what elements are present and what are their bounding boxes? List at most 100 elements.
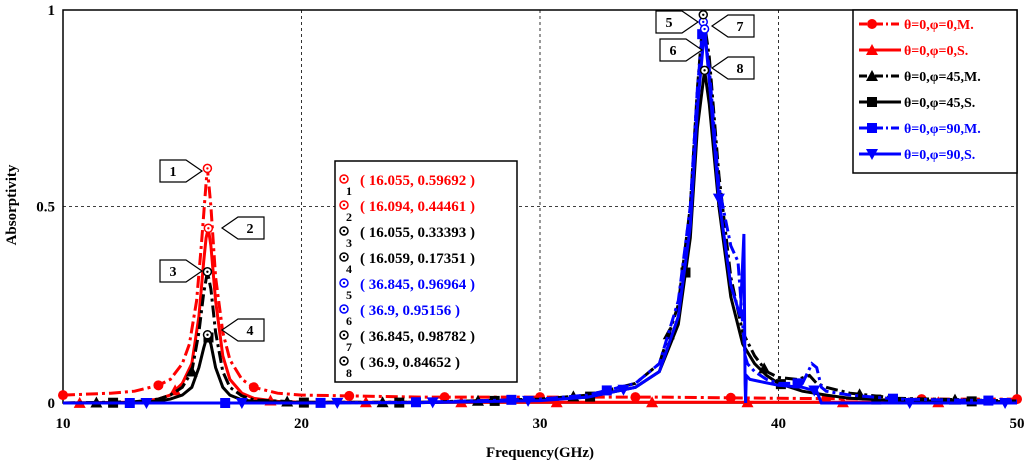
datatip-8: 8	[699, 56, 755, 80]
datatip-row-5-icon-center	[342, 281, 346, 285]
y-tick-label-2: 1	[48, 3, 56, 19]
y-tick-label-0: 0	[48, 396, 56, 412]
legend-entry-1-marker	[867, 19, 877, 29]
datatip-row-7-id: 7	[346, 340, 352, 354]
datatip-row-3-id: 3	[346, 236, 352, 250]
series-5-marker	[792, 378, 803, 389]
datatip-row-3-label: ( 16.055, 0.33393 )	[360, 225, 475, 241]
datatip-summary-box: 1 ( 16.055, 0.59692 ) 2 ( 16.094, 0.44461 )…	[334, 160, 518, 383]
series-6-marker	[331, 397, 344, 409]
datatip-row-8: 8 ( 36.9, 0.84652 )	[339, 355, 460, 380]
datatip-row-2: 2 ( 16.094, 0.44461 )	[339, 199, 475, 224]
legend-entry-5-marker	[867, 123, 877, 133]
datatip-3-id: 3	[170, 265, 177, 280]
datatip-row-8-label: ( 36.9, 0.84652 )	[360, 355, 460, 371]
legend-entry-2: θ=0,φ=0,S.	[859, 44, 968, 59]
series-6-marker	[140, 398, 153, 409]
x-tick-label-4: 50	[1010, 416, 1024, 432]
series-6-marker	[999, 398, 1012, 409]
datatip-row-6: 6 ( 36.9, 0.95156 )	[339, 303, 460, 328]
series-2-marker	[646, 396, 659, 408]
datatip-row-4-id: 4	[346, 262, 352, 276]
legend-entry-6: θ=0,φ=90,S.	[859, 148, 975, 163]
datatip-row-1-label: ( 16.055, 0.59692 )	[360, 173, 475, 189]
x-tick-label-2: 30	[533, 416, 548, 432]
datatip-5-callout	[655, 10, 700, 34]
datatip-row-6-icon-center	[342, 307, 346, 311]
legend-frame	[852, 9, 1018, 174]
datatip-2: 2	[203, 216, 265, 240]
series-3-line	[62, 14, 1018, 405]
datatip-6-callout	[659, 38, 704, 62]
legend-rows: θ=0,φ=0,M. θ=0,φ=0,S. θ=0,φ=45,M. θ=0,φ=45,…	[859, 18, 981, 163]
series-6-marker	[903, 398, 916, 409]
legend-entry-4: θ=0,φ=45,S.	[859, 96, 975, 111]
datatip-6-point-center	[703, 27, 706, 31]
legend-entry-4-marker	[867, 97, 877, 107]
datatip-row-6-id: 6	[346, 314, 352, 328]
series-6-marker	[522, 395, 535, 407]
datatip-1: 1	[159, 159, 213, 183]
series-1-marker	[630, 392, 641, 403]
datatip-7: 7	[698, 10, 755, 38]
datatip-5-point-center	[702, 20, 705, 24]
datatip-row-5: 5 ( 36.845, 0.96964 )	[339, 277, 475, 302]
datatip-row-3-icon-center	[342, 229, 346, 233]
series-1-marker	[344, 390, 355, 401]
datatip-7-point-center	[702, 13, 705, 16]
series-6-marker	[235, 398, 248, 409]
legend-entry-4-label: θ=0,φ=45,S.	[904, 96, 975, 111]
series-1-marker	[439, 392, 450, 403]
x-tick-label-3: 40	[771, 416, 786, 432]
legend-entry-3-label: θ=0,φ=45,M.	[904, 70, 981, 85]
datatip-3-point-center	[206, 270, 209, 273]
datatip-8-id: 8	[737, 62, 744, 77]
datatip-row-6-label: ( 36.9, 0.95156 )	[360, 303, 460, 319]
series-1-marker	[153, 380, 164, 391]
series-5-marker	[697, 29, 708, 40]
series-2-marker	[550, 396, 563, 408]
series-5-marker	[887, 393, 898, 404]
y-tick-label-1: 0.5	[36, 200, 55, 216]
series-6-marker	[617, 384, 630, 396]
datatip-8-callout	[710, 56, 755, 80]
series-1-marker	[725, 392, 736, 403]
legend: θ=0,φ=0,M. θ=0,φ=0,S. θ=0,φ=45,M. θ=0,φ=45,…	[852, 9, 1018, 174]
datatip-row-4-label: ( 16.059, 0.17351 )	[360, 251, 475, 267]
series-3-marker	[185, 365, 198, 377]
datatip-row-5-label: ( 36.845, 0.96964 )	[360, 277, 475, 293]
datatip-row-7-icon-center	[342, 333, 346, 337]
datatip-4-id: 4	[247, 324, 254, 339]
legend-entry-3-marker	[866, 70, 878, 81]
datatip-1-callout	[159, 159, 204, 183]
legend-entry-1-label: θ=0,φ=0,M.	[904, 18, 974, 33]
series-5-marker	[983, 395, 994, 406]
y-axis-label: Absorptivity	[4, 164, 20, 245]
legend-entry-3: θ=0,φ=45,M.	[859, 70, 981, 85]
legend-entry-5: θ=0,φ=90,M.	[859, 122, 981, 137]
datatip-row-1-id: 1	[346, 184, 352, 198]
datatip-6-id: 6	[670, 44, 677, 59]
datatip-8-point-center	[703, 69, 706, 72]
legend-entry-1: θ=0,φ=0,M.	[859, 18, 974, 33]
legend-entry-6-marker	[866, 149, 878, 160]
series-6-marker	[808, 385, 821, 397]
legend-entry-2-marker	[866, 44, 878, 55]
series-6-marker	[426, 397, 439, 409]
series-5-marker	[601, 385, 612, 396]
legend-entry-2-label: θ=0,φ=0,S.	[904, 44, 968, 59]
series-1-marker	[58, 390, 68, 401]
datatip-row-5-id: 5	[346, 288, 352, 302]
datatip-4-callout	[220, 318, 265, 342]
datatip-1-point-center	[206, 167, 209, 170]
datatip-row-4: 4 ( 16.059, 0.17351 )	[339, 251, 475, 276]
datatip-7-id: 7	[737, 20, 744, 35]
datatip-1-id: 1	[170, 165, 177, 180]
datatip-2-point-center	[207, 227, 210, 230]
series-2-marker	[741, 396, 754, 408]
datatip-rows: 1 ( 16.055, 0.59692 ) 2 ( 16.094, 0.44461 )…	[339, 173, 475, 380]
datatip-layer: 1 2 3 4 5 6 7 8	[159, 10, 755, 342]
datatip-row-2-icon-center	[342, 203, 346, 207]
datatip-3-callout	[159, 259, 204, 283]
datatip-6: 6	[659, 24, 710, 62]
